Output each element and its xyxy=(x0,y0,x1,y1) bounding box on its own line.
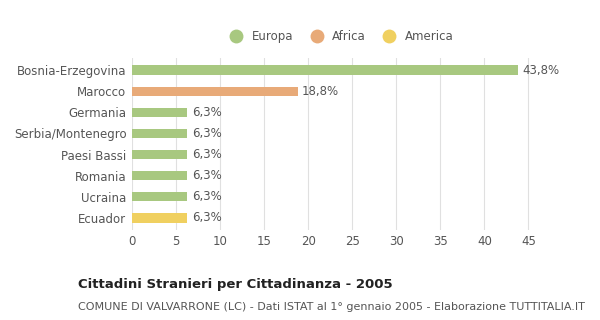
Bar xyxy=(132,150,187,159)
Text: 43,8%: 43,8% xyxy=(522,64,559,77)
Bar xyxy=(132,66,518,75)
Text: COMUNE DI VALVARRONE (LC) - Dati ISTAT al 1° gennaio 2005 - Elaborazione TUTTITA: COMUNE DI VALVARRONE (LC) - Dati ISTAT a… xyxy=(78,302,585,312)
Text: 18,8%: 18,8% xyxy=(302,85,339,98)
Bar xyxy=(132,213,187,222)
Legend: Europa, Africa, America: Europa, Africa, America xyxy=(220,26,458,48)
Text: 6,3%: 6,3% xyxy=(192,169,221,182)
Text: 6,3%: 6,3% xyxy=(192,106,221,119)
Bar xyxy=(132,129,187,138)
Bar xyxy=(132,86,298,96)
Text: 6,3%: 6,3% xyxy=(192,211,221,224)
Text: Cittadini Stranieri per Cittadinanza - 2005: Cittadini Stranieri per Cittadinanza - 2… xyxy=(78,278,392,292)
Bar xyxy=(132,171,187,180)
Text: 6,3%: 6,3% xyxy=(192,127,221,140)
Bar xyxy=(132,108,187,117)
Text: 6,3%: 6,3% xyxy=(192,190,221,203)
Text: 6,3%: 6,3% xyxy=(192,148,221,161)
Bar xyxy=(132,192,187,202)
